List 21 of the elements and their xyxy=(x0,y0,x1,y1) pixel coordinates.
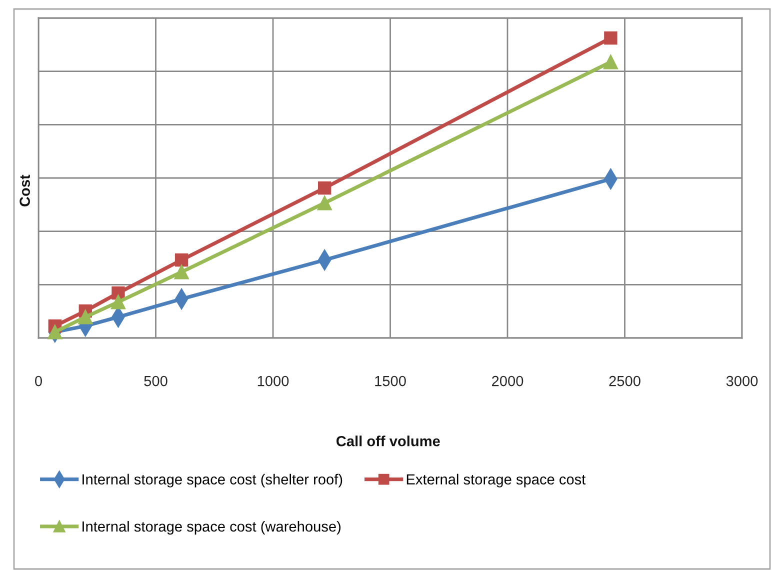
x-tick-label: 1000 xyxy=(258,376,289,386)
y-axis-title: Cost xyxy=(20,174,30,206)
point xyxy=(174,264,189,280)
point xyxy=(110,294,126,310)
point xyxy=(604,31,618,45)
legend-label: Internal storage space cost (warehouse) xyxy=(82,520,341,535)
x-tick-label: 3000 xyxy=(726,376,758,386)
point xyxy=(317,196,332,210)
point xyxy=(48,324,62,340)
point xyxy=(603,54,618,70)
x-axis-title: Call off volume xyxy=(336,436,440,446)
point xyxy=(318,181,332,195)
legend-label: External storage space cost xyxy=(406,474,586,488)
x-tick-label: 1500 xyxy=(375,376,406,386)
legend-label: Internal storage space cost (shelter roof) xyxy=(82,474,342,488)
point xyxy=(174,253,188,267)
point xyxy=(78,310,93,324)
x-tick-label: 2500 xyxy=(609,376,640,386)
x-tick-label: 0 xyxy=(35,376,42,386)
x-tick-label: 500 xyxy=(144,376,168,386)
x-tick-label: 2000 xyxy=(492,376,524,386)
